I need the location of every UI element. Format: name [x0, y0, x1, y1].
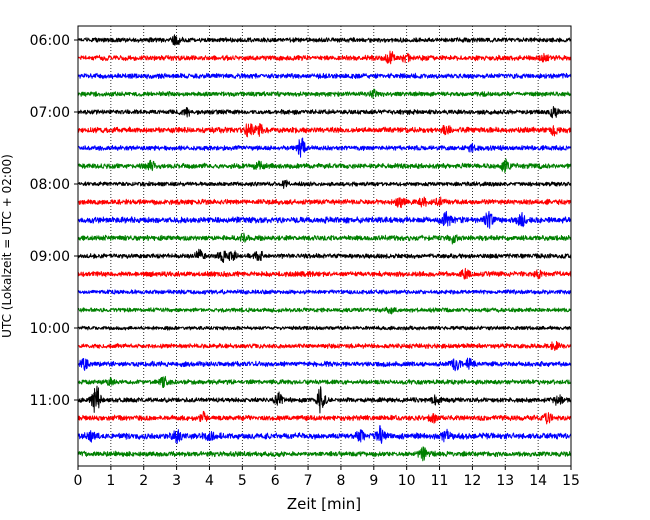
trace-0745: [77, 158, 572, 174]
trace-0700: [77, 106, 572, 119]
trace-0945: [77, 306, 572, 315]
trace-0815: [77, 196, 572, 208]
plot-frame: [77, 25, 572, 467]
trace-0930: [77, 289, 572, 295]
trace-1015: [77, 340, 572, 351]
x-tick-label-6: 6: [271, 473, 280, 489]
y-tick-label-0700: 07:00: [30, 105, 70, 121]
trace-1115: [77, 410, 572, 425]
trace-0615: [77, 50, 572, 65]
y-tick-label-0900: 09:00: [30, 249, 70, 265]
trace-0630: [77, 72, 572, 80]
trace-0645: [77, 88, 572, 99]
y-tick-label-0600: 06:00: [30, 33, 70, 49]
trace-1145: [77, 446, 572, 462]
x-tick-label-4: 4: [205, 473, 214, 489]
trace-1130: [77, 425, 572, 444]
y-axis-ticks: 06:00 07:00 08:00 09:00 10:00 11:00: [30, 33, 78, 409]
x-tick-label-9: 9: [369, 473, 378, 489]
x-tick-label-13: 13: [496, 473, 514, 489]
y-axis-label: UTC (Lokalzeit = UTC + 02:00): [0, 154, 14, 338]
x-tick-label-14: 14: [529, 473, 547, 489]
x-tick-label-15: 15: [562, 473, 580, 489]
trace-1030: [77, 357, 572, 372]
x-tick-label-2: 2: [139, 473, 148, 489]
trace-0915: [77, 267, 572, 280]
x-tick-label-1: 1: [106, 473, 115, 489]
trace-0600: [77, 34, 572, 46]
x-tick-label-8: 8: [336, 473, 345, 489]
x-tick-label-7: 7: [304, 473, 313, 489]
x-tick-label-10: 10: [398, 473, 416, 489]
x-tick-label-5: 5: [238, 473, 247, 489]
x-tick-label-0: 0: [74, 473, 83, 489]
traces-layer: [77, 34, 572, 462]
trace-0845: [77, 232, 572, 245]
trace-0730: [77, 137, 572, 158]
trace-1000: [77, 325, 572, 331]
trace-0830: [77, 210, 572, 229]
trace-1045: [77, 375, 572, 389]
x-tick-label-3: 3: [172, 473, 181, 489]
trace-0800: [77, 179, 572, 189]
grid-layer: [110, 26, 539, 466]
trace-0715: [77, 123, 572, 138]
x-tick-label-12: 12: [463, 473, 481, 489]
trace-1100: [77, 385, 572, 414]
y-tick-label-1100: 11:00: [30, 393, 70, 409]
x-axis-label: Zeit [min]: [287, 495, 361, 513]
y-tick-label-0800: 08:00: [30, 177, 70, 193]
x-tick-label-11: 11: [431, 473, 449, 489]
trace-0900: [77, 248, 572, 263]
y-tick-label-1000: 10:00: [30, 321, 70, 337]
x-axis-ticks: 0 1 2 3 4 5 6 7 8 9 10 11 12 13 14 15: [74, 466, 580, 489]
